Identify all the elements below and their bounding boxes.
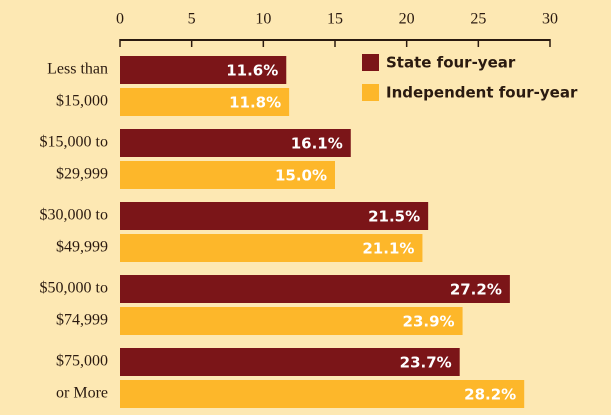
value-label: 11.6% bbox=[226, 62, 278, 80]
x-tick-label: 30 bbox=[542, 11, 558, 28]
y-tick-label: or More bbox=[56, 385, 108, 402]
bar bbox=[120, 380, 525, 408]
value-label: 11.8% bbox=[229, 94, 281, 112]
y-tick-label: $15,000 to bbox=[40, 134, 108, 151]
bar bbox=[120, 275, 510, 303]
y-tick-label: $49,999 bbox=[56, 239, 108, 256]
x-tick-label: 25 bbox=[470, 11, 486, 28]
value-label: 23.9% bbox=[403, 313, 455, 331]
bar bbox=[120, 161, 335, 189]
x-tick-label: 5 bbox=[188, 11, 196, 28]
y-tick-label: $29,999 bbox=[56, 166, 108, 183]
y-tick-label: $75,000 bbox=[56, 353, 108, 370]
x-tick-label: 20 bbox=[399, 11, 415, 28]
bar bbox=[120, 234, 423, 262]
legend-swatch bbox=[362, 84, 379, 101]
y-tick-label: $15,000 bbox=[56, 93, 108, 110]
value-label: 23.7% bbox=[400, 354, 452, 372]
bar bbox=[120, 88, 290, 116]
bar bbox=[120, 202, 429, 230]
legend-label: State four-year bbox=[386, 54, 516, 72]
x-tick-label: 0 bbox=[116, 11, 124, 28]
value-label: 21.5% bbox=[368, 208, 420, 226]
value-label: 21.1% bbox=[362, 240, 414, 258]
y-tick-label: $30,000 to bbox=[40, 207, 108, 224]
y-tick-label: $74,999 bbox=[56, 312, 108, 329]
value-label: 15.0% bbox=[275, 167, 327, 185]
x-tick-label: 15 bbox=[327, 11, 343, 28]
bar bbox=[120, 307, 463, 335]
legend-swatch bbox=[362, 54, 379, 71]
bar bbox=[120, 348, 460, 376]
bar bbox=[120, 129, 351, 157]
value-label: 28.2% bbox=[464, 386, 516, 404]
x-tick-label: 10 bbox=[255, 11, 271, 28]
legend-label: Independent four-year bbox=[386, 84, 578, 102]
y-tick-label: Less than bbox=[47, 61, 108, 78]
bar bbox=[120, 56, 287, 84]
value-label: 16.1% bbox=[291, 135, 343, 153]
value-label: 27.2% bbox=[450, 281, 502, 299]
y-tick-label: $50,000 to bbox=[40, 280, 108, 297]
